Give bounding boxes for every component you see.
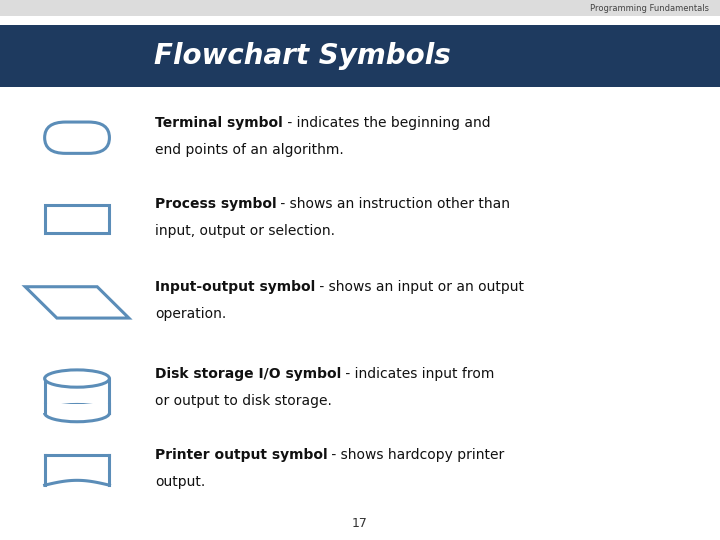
Text: Disk storage I/O symbol: Disk storage I/O symbol <box>155 367 341 381</box>
Text: - shows hardcopy printer: - shows hardcopy printer <box>328 448 505 462</box>
Text: - shows an instruction other than: - shows an instruction other than <box>276 197 510 211</box>
Text: - shows an input or an output: - shows an input or an output <box>315 280 524 294</box>
Text: operation.: operation. <box>155 307 226 321</box>
FancyBboxPatch shape <box>45 205 109 233</box>
Text: Printer output symbol: Printer output symbol <box>155 448 328 462</box>
Polygon shape <box>25 287 129 318</box>
Text: end points of an algorithm.: end points of an algorithm. <box>155 143 343 157</box>
Text: 17: 17 <box>352 517 368 530</box>
Text: - indicates the beginning and: - indicates the beginning and <box>282 116 490 130</box>
FancyBboxPatch shape <box>43 404 111 413</box>
FancyBboxPatch shape <box>45 122 109 153</box>
Text: or output to disk storage.: or output to disk storage. <box>155 394 332 408</box>
Ellipse shape <box>45 370 109 387</box>
FancyBboxPatch shape <box>0 0 720 16</box>
Text: Process symbol: Process symbol <box>155 197 276 211</box>
Ellipse shape <box>45 404 109 422</box>
Text: Flowchart Symbols: Flowchart Symbols <box>154 43 451 70</box>
Text: Terminal symbol: Terminal symbol <box>155 116 282 130</box>
Text: - indicates input from: - indicates input from <box>341 367 495 381</box>
Text: Input-output symbol: Input-output symbol <box>155 280 315 294</box>
Text: Programming Fundamentals: Programming Fundamentals <box>590 4 709 12</box>
Text: input, output or selection.: input, output or selection. <box>155 224 335 238</box>
FancyBboxPatch shape <box>0 25 720 87</box>
Text: output.: output. <box>155 475 205 489</box>
